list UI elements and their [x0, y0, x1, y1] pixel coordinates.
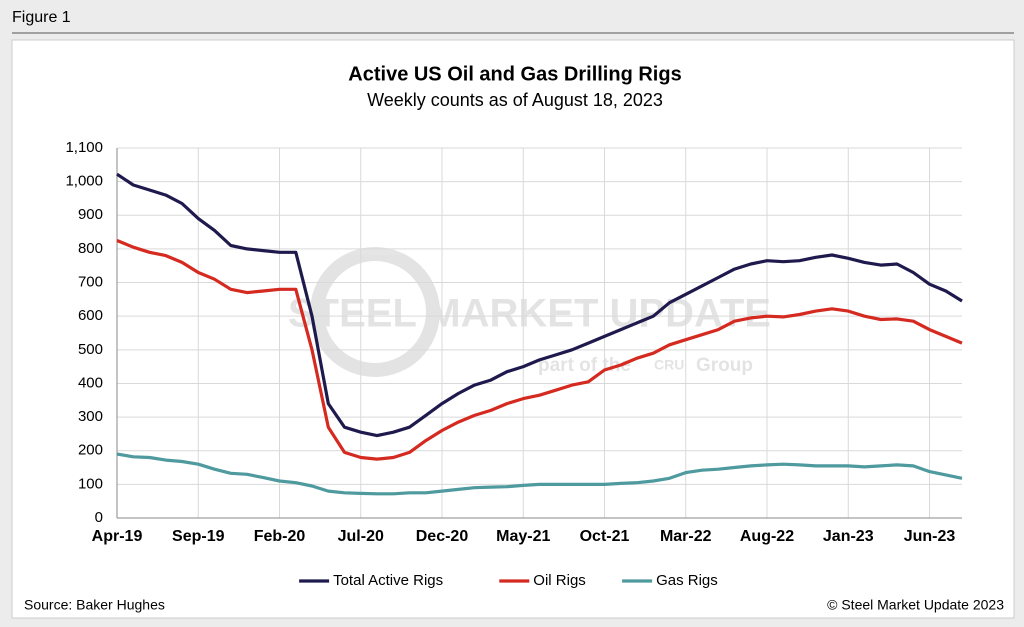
- x-tick-label: Feb-20: [254, 528, 306, 545]
- x-tick-label: Jul-20: [338, 528, 384, 545]
- y-tick-label: 400: [78, 374, 103, 391]
- y-tick-label: 100: [78, 475, 103, 492]
- x-tick-label: Aug-22: [740, 528, 794, 545]
- y-tick-label: 900: [78, 206, 103, 223]
- y-tick-label: 500: [78, 341, 103, 358]
- watermark-tagline: part of the: [538, 355, 631, 376]
- watermark-brand: STEEL MARKET UPDATE: [288, 292, 771, 336]
- y-tick-label: 1,100: [65, 139, 103, 156]
- legend-label: Oil Rigs: [533, 572, 586, 589]
- source: Source: Baker Hughes: [24, 597, 165, 613]
- x-tick-label: Dec-20: [416, 528, 469, 545]
- x-tick-label: Mar-22: [660, 528, 712, 545]
- y-tick-label: 0: [95, 509, 103, 526]
- x-tick-label: May-21: [496, 528, 550, 545]
- legend-label: Gas Rigs: [656, 572, 718, 589]
- y-tick-label: 1,000: [65, 173, 103, 190]
- chart-subtitle: Weekly counts as of August 18, 2023: [367, 90, 663, 110]
- x-tick-label: Apr-19: [92, 528, 143, 545]
- copyright: © Steel Market Update 2023: [827, 597, 1004, 613]
- series-line: [116, 452, 963, 496]
- x-tick-label: Jun-23: [904, 528, 956, 545]
- x-tick-label: Oct-21: [580, 528, 630, 545]
- y-tick-label: 700: [78, 274, 103, 291]
- watermark-ring: [310, 247, 440, 377]
- watermark: STEEL MARKET UPDATE part of the CRU Grou…: [288, 247, 771, 377]
- panel: [11, 39, 1015, 619]
- y-tick-label: 300: [78, 408, 103, 425]
- y-tick-label: 600: [78, 307, 103, 324]
- legend-label: Total Active Rigs: [333, 572, 443, 589]
- series-line: [116, 239, 963, 461]
- watermark-logo: CRU: [654, 357, 684, 373]
- watermark-group: Group: [696, 355, 753, 376]
- y-tick-label: 200: [78, 442, 103, 459]
- x-tick-label: Jan-23: [823, 528, 874, 545]
- figure-label: Figure 1: [12, 9, 71, 26]
- series-line: [116, 172, 963, 438]
- y-tick-label: 800: [78, 240, 103, 257]
- chart-title: Active US Oil and Gas Drilling Rigs: [348, 63, 681, 85]
- x-tick-label: Sep-19: [172, 528, 225, 545]
